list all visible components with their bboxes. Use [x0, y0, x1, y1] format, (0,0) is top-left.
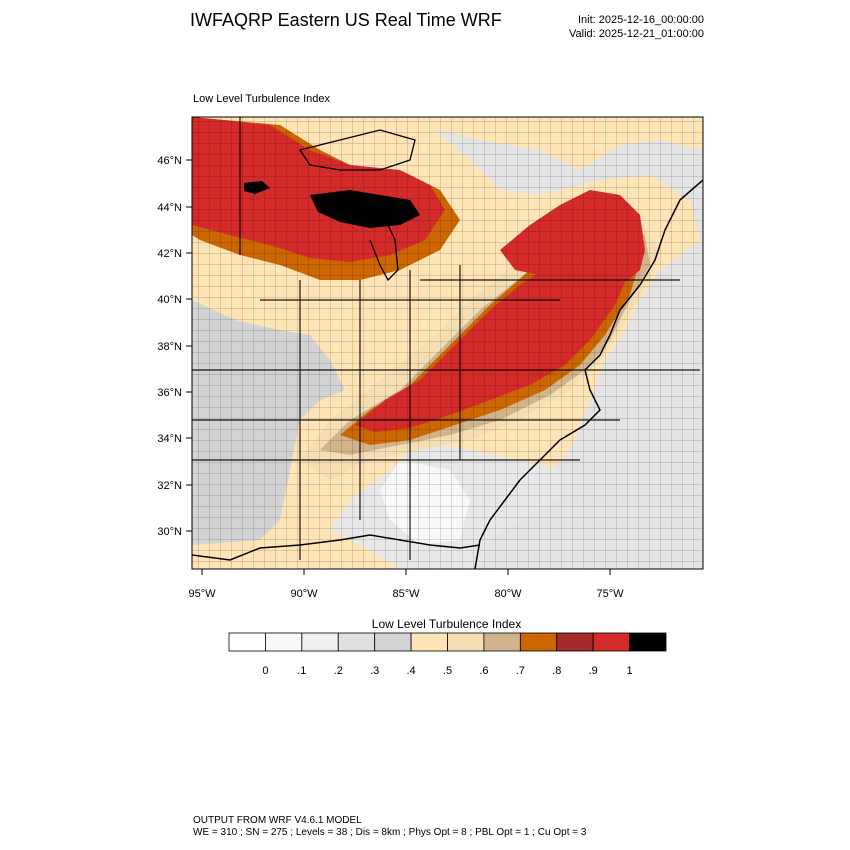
- colorbar-swatch: [337, 632, 376, 652]
- lat-axis: 46°N 44°N 42°N 40°N 38°N 36°N 34°N 32°N 30°N: [157, 155, 192, 538]
- colorbar-label: .5: [443, 665, 452, 677]
- colorbar-label: .7: [516, 665, 525, 677]
- colorbar-swatch: [301, 632, 339, 652]
- atlantic-coastline: [474, 179, 703, 569]
- colorbar-swatch: [556, 632, 594, 652]
- map-frame: [191, 116, 704, 570]
- footer: OUTPUT FROM WRF V4.6.1 MODEL WE = 310 ; …: [193, 815, 586, 839]
- footer-params: WE = 310 ; SN = 275 ; Levels = 38 ; Dis …: [193, 827, 587, 838]
- lake-superior-outline: [298, 129, 416, 171]
- lake-michigan-outline: [369, 224, 399, 282]
- init-time: Init: 2025-12-16_00:00:00: [578, 14, 704, 26]
- lat-label: 36°N: [157, 387, 182, 399]
- lon-label: 75°W: [596, 588, 624, 600]
- gulf-coastline: [192, 534, 481, 561]
- colorbar-label: .2: [334, 665, 343, 677]
- colorbar-swatch: [410, 632, 448, 652]
- colorbar-swatch: [265, 632, 303, 652]
- colorbar-swatch: [519, 632, 558, 652]
- field-label: Low Level Turbulence Index: [193, 93, 330, 105]
- time-info: Init: 2025-12-16_00:00:00 Valid: 2025-12…: [569, 13, 704, 41]
- colorbar-label: .1: [297, 665, 306, 677]
- plot-title: IWFAQRP Eastern US Real Time WRF: [190, 10, 502, 30]
- lat-label: 38°N: [157, 341, 182, 353]
- state-lines: [192, 117, 700, 560]
- colorbar: 0 .1 .2 .3 .4 .5 .6 .7 .8 .9 1: [228, 632, 667, 677]
- valid-time: Valid: 2025-12-21_01:00:00: [569, 28, 704, 40]
- lon-label: 95°W: [188, 588, 216, 600]
- colorbar-swatch: [483, 632, 521, 652]
- map-area: [192, 117, 703, 569]
- colorbar-label: .4: [406, 665, 415, 677]
- colorbar-label: .9: [589, 665, 598, 677]
- colorbar-swatch: [374, 632, 412, 652]
- colorbar-swatch: [629, 632, 667, 652]
- lat-label: 34°N: [157, 433, 182, 445]
- lon-axis: 95°W 90°W 85°W 80°W 75°W: [188, 569, 624, 600]
- colorbar-title: Low Level Turbulence Index: [371, 617, 522, 631]
- lat-label: 32°N: [157, 480, 182, 492]
- lat-label: 30°N: [157, 526, 182, 538]
- colorbar-swatch: [447, 632, 485, 652]
- lon-label: 85°W: [392, 588, 420, 600]
- lat-label: 44°N: [157, 202, 182, 214]
- county-lines: [192, 117, 703, 569]
- colorbar-swatch: [592, 632, 630, 652]
- colorbar-label: 0: [262, 665, 268, 677]
- footer-model: OUTPUT FROM WRF V4.6.1 MODEL: [193, 815, 362, 826]
- lon-label: 90°W: [290, 588, 318, 600]
- lat-label: 46°N: [157, 155, 182, 167]
- colorbar-label: .8: [552, 665, 561, 677]
- lon-label: 80°W: [494, 588, 522, 600]
- colorbar-label: .3: [370, 665, 379, 677]
- colorbar-label: .6: [479, 665, 488, 677]
- lat-label: 42°N: [157, 248, 182, 260]
- colorbar-swatch: [228, 632, 266, 652]
- colorbar-label: 1: [627, 665, 633, 677]
- lat-label: 40°N: [157, 294, 182, 306]
